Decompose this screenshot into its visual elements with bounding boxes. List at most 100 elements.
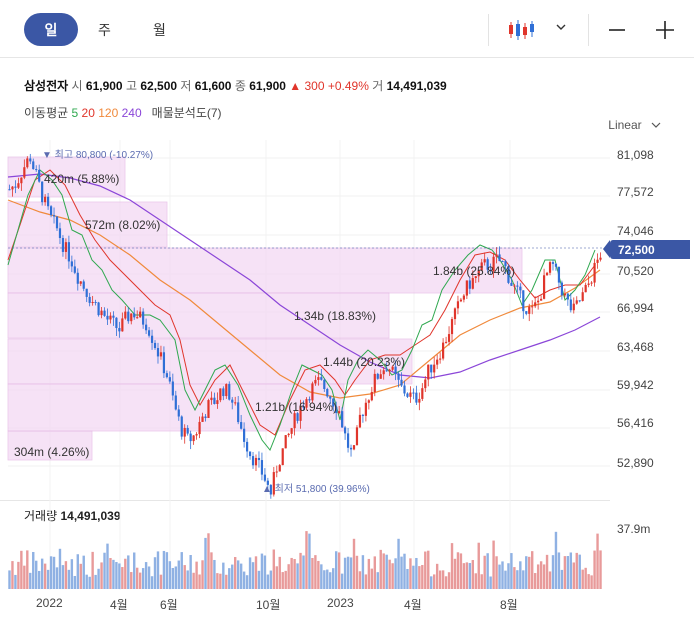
minus-icon[interactable] (608, 21, 626, 39)
candle-body (97, 302, 100, 316)
volume-bar (281, 572, 284, 589)
candle-body (278, 465, 281, 472)
volume-bar (412, 565, 415, 589)
candle-body (471, 278, 474, 289)
volume-profile-label: 304m (4.26%) (14, 445, 90, 459)
volume-bar (32, 551, 35, 589)
volume-bar (162, 550, 166, 589)
volume-bar (593, 550, 596, 589)
candle-body (112, 315, 115, 318)
candle-body (376, 373, 379, 379)
candle-body (465, 280, 468, 296)
volume-bar (100, 562, 103, 589)
price-chart[interactable] (0, 140, 610, 500)
volume-bar (495, 556, 498, 589)
tab-month[interactable]: 월 (153, 21, 166, 38)
y-tick: 77,572 (617, 185, 654, 199)
candle-body (133, 313, 136, 318)
candle-body (41, 181, 44, 203)
volume-bar (168, 561, 172, 589)
volume-profile-label: 572m (8.02%) (85, 218, 161, 232)
volume-bar (430, 576, 433, 589)
stock-name: 삼성전자 (24, 79, 69, 93)
candle-body (501, 261, 504, 263)
volume-chart[interactable] (0, 500, 610, 592)
y-tick: 70,520 (617, 264, 654, 278)
high-key: 고 (125, 79, 137, 93)
divider (488, 14, 489, 46)
candle-body (130, 313, 133, 322)
candle-body (596, 259, 599, 263)
candle-body (317, 377, 320, 380)
candlestick-icon[interactable] (508, 18, 534, 42)
candle-body (542, 275, 546, 299)
volume-bar (329, 572, 332, 589)
candle-body (32, 161, 35, 170)
candle-body (584, 284, 587, 293)
last-price-tag: 72,500 (603, 240, 690, 259)
candle-body (510, 282, 513, 286)
candle-body (498, 254, 501, 262)
volume-bar (533, 573, 537, 589)
volume-bar (450, 543, 454, 589)
x-tick: 8월 (500, 598, 518, 612)
scale-selector[interactable]: Linear (608, 118, 661, 132)
candle-body (210, 397, 213, 401)
volume-bar (46, 569, 50, 589)
volume-bar (462, 563, 466, 589)
chevron-down-icon[interactable] (554, 20, 568, 34)
candle-body (409, 392, 412, 397)
candle-body (225, 384, 228, 397)
candle-body (421, 388, 424, 399)
candle-body (364, 402, 367, 416)
volume-bar (373, 556, 376, 589)
volume-bar (563, 556, 567, 589)
candle-body (593, 262, 596, 283)
moving-average-legend[interactable]: 이동평균 5 20 120 240 매물분석도(7) (24, 104, 222, 121)
tab-week[interactable]: 주 (98, 21, 111, 38)
candle-body (260, 460, 264, 475)
volume-bar (391, 563, 394, 589)
volume-bar (305, 531, 308, 589)
close-value: 61,900 (249, 79, 286, 93)
volume-bar (352, 538, 356, 589)
candle-body (213, 397, 216, 404)
volume-bar (245, 575, 249, 589)
volume-bar (513, 567, 516, 589)
volume-bar (236, 560, 240, 589)
volume-bar (293, 559, 296, 589)
candle-body (456, 301, 460, 309)
volume-bar (239, 563, 243, 589)
volume-bar (213, 559, 216, 589)
divider (588, 14, 589, 46)
volume-bar (153, 557, 157, 589)
candle-body (177, 409, 180, 417)
candle-body (540, 298, 543, 301)
candle-body (394, 366, 397, 374)
volume-bar (97, 568, 100, 589)
candle-body (296, 413, 299, 421)
candle-body (563, 293, 566, 296)
candle-body (343, 427, 347, 434)
candle-body (453, 308, 457, 320)
y-tick: 56,416 (617, 416, 654, 430)
volume-bar (489, 576, 492, 589)
candle-body (489, 269, 492, 272)
candle-body (26, 158, 29, 168)
candle-body (326, 389, 329, 397)
candle-body (240, 422, 243, 429)
candle-body (341, 411, 344, 428)
tab-day[interactable]: 일 (24, 13, 78, 46)
plus-icon[interactable] (655, 20, 675, 40)
candle-body (186, 427, 189, 434)
low-marker: ▲ 최저 51,800 (39.96%) (262, 484, 370, 495)
candle-body (251, 456, 255, 466)
volume-bar (444, 576, 448, 589)
candle-body (204, 416, 207, 418)
volume-bar (49, 556, 53, 589)
header-divider (0, 57, 694, 58)
volume-bar (403, 553, 406, 589)
volume-bar (127, 555, 130, 589)
volume-bar (183, 565, 186, 589)
candle-body (444, 341, 448, 343)
